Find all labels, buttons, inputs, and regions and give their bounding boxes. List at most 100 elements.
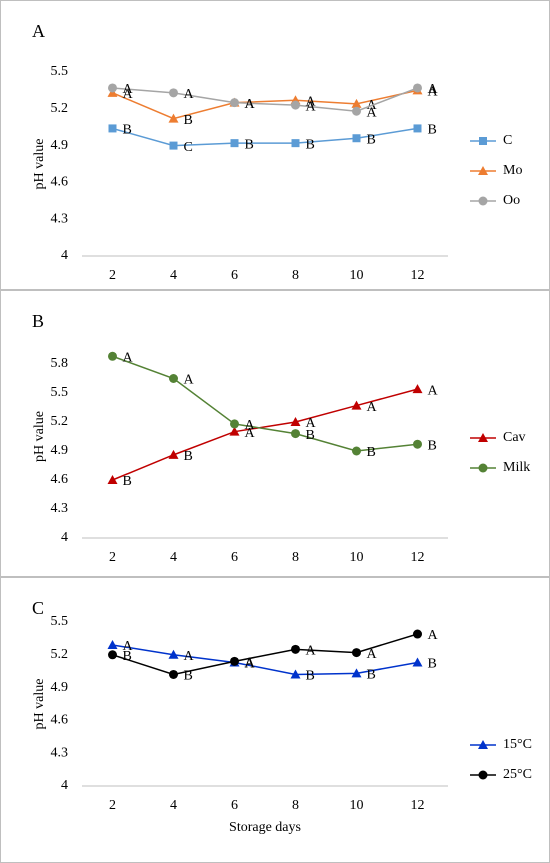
y-tick-label: 5.8 — [51, 356, 69, 371]
significance-letter: B — [367, 668, 376, 683]
significance-letter: B — [428, 438, 437, 453]
panel-label: A — [32, 21, 45, 41]
significance-letter: A — [123, 639, 134, 654]
x-tick-label: 6 — [231, 268, 238, 283]
marker — [291, 644, 300, 654]
significance-letter: A — [428, 628, 439, 643]
marker — [230, 98, 239, 108]
significance-letter: A — [306, 644, 317, 659]
marker — [229, 426, 240, 436]
x-tick-label: 8 — [292, 550, 299, 565]
marker — [413, 439, 422, 449]
marker — [169, 141, 178, 150]
significance-letter: A — [367, 647, 378, 662]
marker — [108, 351, 117, 361]
x-tick-label: 10 — [350, 268, 364, 283]
marker — [107, 475, 118, 484]
significance-letter: A — [245, 418, 256, 433]
significance-letter: B — [367, 445, 376, 460]
series-line — [112, 89, 418, 120]
series-line — [112, 127, 418, 147]
significance-letter: A — [428, 383, 439, 398]
marker — [230, 656, 239, 666]
significance-letter: B — [306, 669, 315, 684]
y-tick-label: 4.3 — [51, 745, 69, 760]
marker — [169, 88, 178, 98]
marker — [168, 449, 179, 459]
x-tick-label: 10 — [350, 798, 364, 813]
series-line — [112, 633, 418, 676]
y-tick-label: 5.2 — [51, 101, 69, 116]
marker — [169, 669, 178, 679]
y-tick-label: 5.2 — [51, 647, 69, 662]
x-tick-label: 12 — [411, 550, 425, 565]
panel-frame — [0, 290, 550, 577]
y-axis-title: pH value — [32, 411, 47, 462]
significance-letter: A — [245, 97, 256, 112]
significance-letter: A — [184, 649, 195, 664]
legend-label: 25°C — [503, 767, 532, 782]
y-tick-label: 4.9 — [51, 443, 69, 458]
significance-letter: B — [428, 123, 437, 138]
marker — [290, 417, 301, 426]
significance-letter: A — [367, 400, 378, 415]
y-tick-label: 4.9 — [51, 680, 69, 695]
significance-letter: C — [184, 140, 193, 155]
y-tick-label: 4 — [61, 248, 68, 263]
significance-letter: A — [245, 657, 256, 672]
significance-letter: A — [123, 350, 134, 365]
marker — [291, 100, 300, 110]
marker — [412, 384, 423, 394]
marker — [108, 124, 117, 133]
y-tick-label: 4.3 — [51, 211, 69, 226]
x-tick-label: 2 — [109, 550, 116, 565]
legend-label: 15°C — [503, 737, 532, 752]
series-line — [112, 388, 418, 481]
legend-marker — [478, 463, 488, 473]
significance-letter: A — [367, 105, 378, 120]
significance-letter: B — [428, 657, 437, 672]
marker — [352, 446, 361, 456]
legend-label: Oo — [503, 193, 520, 208]
significance-letter: B — [306, 137, 315, 152]
marker — [169, 374, 178, 383]
marker — [230, 419, 239, 429]
y-tick-label: 4.6 — [51, 472, 69, 487]
y-tick-label: 5.5 — [51, 385, 69, 400]
marker — [413, 629, 422, 639]
x-tick-label: 8 — [292, 798, 299, 813]
significance-letter: A — [184, 87, 195, 102]
significance-letter: B — [123, 123, 132, 138]
significance-letter: B — [123, 649, 132, 664]
y-tick-label: 4.3 — [51, 501, 69, 516]
significance-letter: A — [123, 82, 134, 97]
x-tick-label: 2 — [109, 268, 116, 283]
significance-letter: A — [428, 85, 439, 100]
significance-letter: B — [367, 132, 376, 147]
marker — [107, 639, 118, 649]
significance-letter: A — [123, 87, 134, 102]
panel-frame — [0, 0, 550, 290]
legend-marker — [478, 770, 488, 780]
x-tick-label: 4 — [170, 550, 177, 565]
significance-letter: A — [245, 426, 256, 441]
x-axis-title: Storage days — [229, 820, 301, 835]
legend-marker — [478, 166, 488, 175]
legend-marker — [479, 137, 487, 145]
legend-label: Cav — [503, 430, 526, 445]
legend-label: Milk — [503, 460, 530, 475]
legend-label: C — [503, 133, 512, 148]
x-tick-label: 10 — [350, 550, 364, 565]
significance-letter: B — [184, 449, 193, 464]
significance-letter: A — [306, 416, 317, 431]
significance-letter: A — [184, 373, 195, 388]
y-tick-label: 5.5 — [51, 64, 69, 79]
legend-marker — [478, 433, 488, 442]
y-tick-label: 4 — [61, 530, 68, 545]
y-tick-label: 4.6 — [51, 713, 69, 728]
x-tick-label: 8 — [292, 268, 299, 283]
marker — [413, 124, 422, 133]
panel-label: B — [32, 311, 44, 331]
marker — [412, 657, 423, 667]
x-tick-label: 2 — [109, 798, 116, 813]
